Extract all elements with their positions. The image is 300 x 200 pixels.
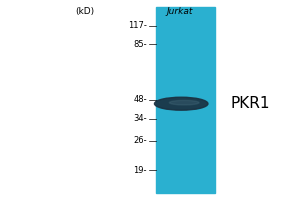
Ellipse shape	[154, 97, 208, 110]
Text: (kD): (kD)	[75, 7, 94, 16]
Text: 19-: 19-	[134, 166, 147, 175]
Text: 85-: 85-	[134, 40, 147, 49]
Ellipse shape	[169, 100, 199, 105]
Text: 117-: 117-	[128, 21, 147, 30]
Text: 48-: 48-	[134, 96, 147, 104]
Bar	[156, 7, 215, 193]
Text: Jurkat: Jurkat	[167, 7, 193, 16]
Text: 26-: 26-	[134, 136, 147, 145]
Text: PKR1: PKR1	[230, 96, 270, 111]
Text: 34-: 34-	[134, 114, 147, 123]
